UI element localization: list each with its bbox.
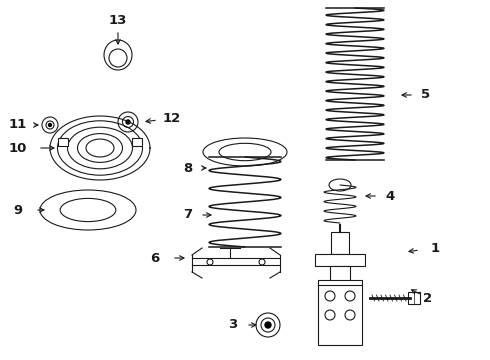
FancyBboxPatch shape bbox=[315, 254, 365, 266]
Circle shape bbox=[49, 123, 51, 126]
Text: 1: 1 bbox=[430, 242, 440, 255]
Text: 4: 4 bbox=[385, 189, 394, 202]
Text: 13: 13 bbox=[109, 13, 127, 27]
Text: 11: 11 bbox=[9, 118, 27, 131]
Circle shape bbox=[126, 120, 130, 124]
FancyBboxPatch shape bbox=[318, 280, 362, 345]
FancyBboxPatch shape bbox=[58, 138, 68, 146]
FancyBboxPatch shape bbox=[330, 266, 350, 314]
Text: 9: 9 bbox=[13, 203, 23, 216]
Text: 2: 2 bbox=[423, 292, 433, 305]
Text: 12: 12 bbox=[163, 112, 181, 125]
Text: 3: 3 bbox=[228, 319, 238, 332]
FancyBboxPatch shape bbox=[132, 138, 142, 146]
FancyBboxPatch shape bbox=[408, 292, 420, 304]
Text: 8: 8 bbox=[183, 162, 193, 175]
FancyBboxPatch shape bbox=[331, 232, 349, 254]
Text: 7: 7 bbox=[183, 208, 193, 221]
Text: 6: 6 bbox=[150, 252, 160, 265]
Circle shape bbox=[265, 322, 271, 328]
Text: 5: 5 bbox=[421, 89, 431, 102]
Text: 10: 10 bbox=[9, 141, 27, 154]
